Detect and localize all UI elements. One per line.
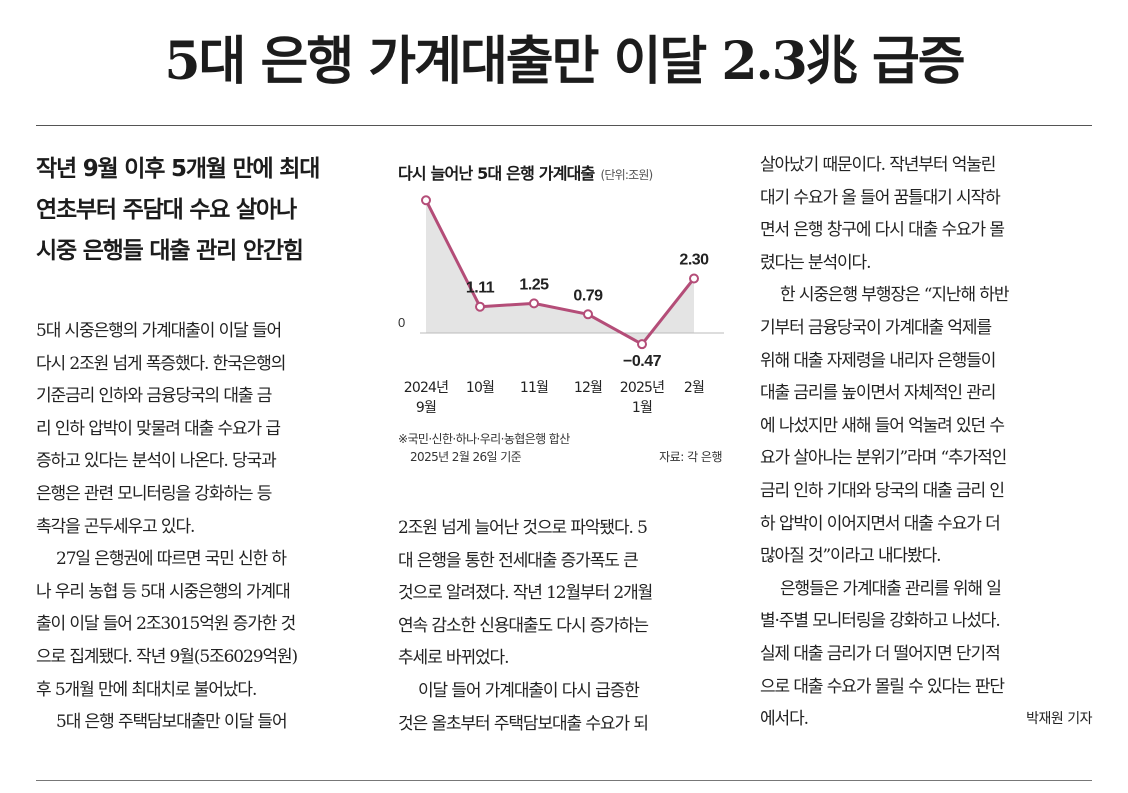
article-line: 은행은 관련 모니터링을 강화하는 등 xyxy=(36,483,272,504)
article-line: 은행들은 가계대출 관리를 위해 일 xyxy=(780,578,1002,599)
data-point xyxy=(689,273,699,284)
deck-line: 시중 은행들 대출 관리 안간힘 xyxy=(36,238,304,264)
x-tick-label: 12월 xyxy=(574,380,602,396)
article-line: 촉각을 곤두세우고 있다. xyxy=(36,516,195,537)
data-label: 2.30 xyxy=(679,251,709,268)
x-tick-label: 1월 xyxy=(632,400,652,416)
article-line: 별·주별 모니터링을 강화하고 나섰다. xyxy=(760,611,1001,632)
data-label: 1.11 xyxy=(466,280,495,297)
article-line: 으로 집계됐다. 작년 9월(5조6029억원) xyxy=(36,646,298,667)
article-line: 리 인하 압박이 맞물려 대출 수요가 급 xyxy=(36,418,281,439)
data-label: 1.25 xyxy=(519,276,549,293)
article-line: 증하고 있다는 분석이 나온다. 당국과 xyxy=(36,451,277,472)
article-line: 2조원 넘게 늘어난 것으로 파악됐다. 5 xyxy=(398,518,648,538)
article-line: 출이 이달 들어 2조3015억원 증가한 것 xyxy=(36,614,296,635)
data-point xyxy=(475,301,485,312)
article-line: 많아질 것”이라고 내다봤다. xyxy=(760,546,942,567)
article-line: 대 은행을 통한 전세대출 증가폭도 큰 xyxy=(398,550,639,571)
x-tick-label: 2024년 xyxy=(404,380,449,396)
data-label: 0.79 xyxy=(573,287,603,304)
deck-line: 작년 9월 이후 5개월 만에 최대 xyxy=(36,156,320,182)
article-line: 다시 2조원 넘게 폭증했다. 한국은행의 xyxy=(36,353,286,374)
x-tick-label: 2025년 xyxy=(620,380,665,396)
final-line-row: 에서다. 박재원 기자 xyxy=(760,703,1092,736)
chart-source: 자료: 각 은행 xyxy=(659,450,722,464)
article-line: 5대 은행 주택담보대출만 이달 들어 xyxy=(56,712,288,733)
article-line: 요가 살아나는 분위기”라며 “추가적인 xyxy=(760,448,1007,469)
data-point xyxy=(637,339,647,350)
chart-note: ※국민·신한·하나·우리·농협은행 합산 xyxy=(398,432,570,446)
article-line: 27일 은행권에 따르면 국민 신한 하 xyxy=(56,549,287,570)
x-tick-label: 11월 xyxy=(520,380,548,396)
series-line xyxy=(424,199,696,346)
byline: 박재원 기자 xyxy=(1026,711,1092,728)
zero-tick-label: 0 xyxy=(398,315,405,330)
article-line: 하 압박이 이어지면서 대출 수요가 더 xyxy=(760,513,1001,534)
article-line: 기준금리 인하와 금융당국의 대출 금 xyxy=(36,386,272,407)
line-chart: 0 5.60 1.11 1.25 0.79 −0.47 2.30 2024년 9월 10월 11월 1… xyxy=(398,186,724,416)
x-tick-label: 2월 xyxy=(684,380,704,396)
chart-title: 다시 늘어난 5대 은행 가계대출 (단위:조원) xyxy=(398,160,653,184)
article-line: 추세로 바뀌었다. xyxy=(398,648,509,669)
article-line: 실제 대출 금리가 더 떨어지면 단기적 xyxy=(760,643,1001,664)
article-line: 으로 대출 수요가 몰릴 수 있다는 판단 xyxy=(760,676,1005,697)
deck-line: 연초부터 주담대 수요 살아나 xyxy=(36,197,297,223)
x-tick-label: 10월 xyxy=(466,380,494,396)
data-point xyxy=(421,195,431,206)
article-line: 5대 시중은행의 가계대출이 이달 들어 xyxy=(36,321,282,341)
article-line: 한 시중은행 부행장은 “지난해 하반 xyxy=(780,285,1009,306)
chart-unit: (단위:조원) xyxy=(600,168,653,182)
article-column-2: 2조원 넘게 늘어난 것으로 파악됐다. 5 대 은행을 통한 전세대출 증가폭도… xyxy=(398,512,734,740)
data-point xyxy=(583,309,593,320)
article-line: 면서 은행 창구에 다시 대출 수요가 몰 xyxy=(760,220,1005,241)
article-line: 렸다는 분석이다. xyxy=(760,252,871,273)
area-fill xyxy=(426,200,694,345)
top-divider xyxy=(36,125,1092,126)
data-point xyxy=(529,298,539,309)
headline: 5대 은행 가계대출만 이달 2.3兆 급증 xyxy=(164,31,965,92)
article-line: 위해 대출 자제령을 내리자 은행들이 xyxy=(760,350,996,371)
article-line: 대출 금리를 높이면서 자체적인 관리 xyxy=(760,383,996,404)
chart-title-text: 다시 늘어난 5대 은행 가계대출 xyxy=(398,164,595,183)
article-line: 에서다. xyxy=(760,709,809,730)
article-line: 것으로 알려졌다. 작년 12월부터 2개월 xyxy=(398,583,653,604)
bottom-divider xyxy=(36,780,1092,781)
data-label: −0.47 xyxy=(623,353,662,370)
article-line: 에 나섰지만 새해 들어 억눌려 있던 수 xyxy=(760,415,1005,436)
article-line: 대기 수요가 올 들어 꿈틀대기 시작하 xyxy=(760,187,1001,208)
x-tick-label: 9월 xyxy=(416,400,436,416)
article-line: 이달 들어 가계대출이 다시 급증한 xyxy=(418,680,640,701)
article-line: 것은 올초부터 주택담보대출 수요가 되 xyxy=(398,713,649,734)
deck: 작년 9월 이후 5개월 만에 최대 연초부터 주담대 수요 살아나 시중 은행… xyxy=(36,149,366,272)
data-label: 5.60 xyxy=(414,186,444,188)
chart-date-note: 2025년 2월 26일 기준 xyxy=(410,450,522,464)
article-line: 금리 인하 기대와 당국의 대출 금리 인 xyxy=(760,480,1005,501)
article-line: 나 우리 농협 등 5대 시중은행의 가계대 xyxy=(36,581,291,602)
article-line: 연속 감소한 신용대출도 다시 증가하는 xyxy=(398,615,649,636)
article-line: 후 5개월 만에 최대치로 불어났다. xyxy=(36,679,257,700)
article-line: 기부터 금융당국이 가계대출 억제를 xyxy=(760,317,992,338)
article-line: 살아났기 때문이다. 작년부터 억눌린 xyxy=(760,155,996,175)
